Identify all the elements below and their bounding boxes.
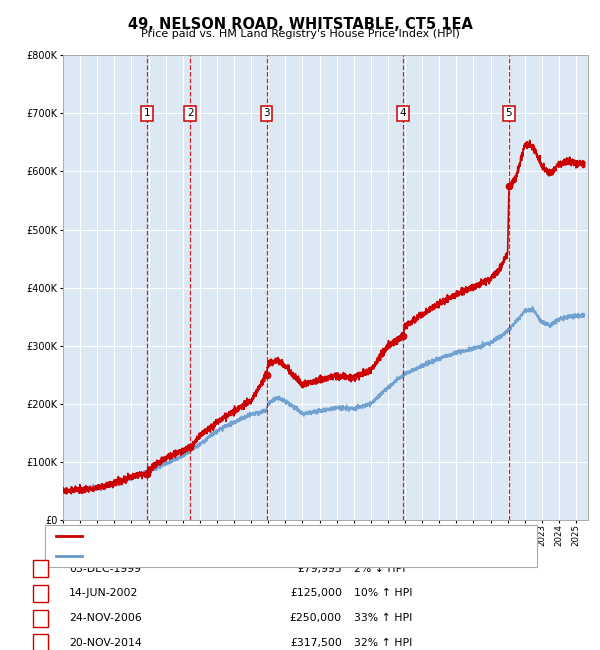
Text: 4: 4 [400, 109, 406, 118]
Text: 2: 2 [187, 109, 194, 118]
Text: 24-NOV-2006: 24-NOV-2006 [69, 613, 142, 623]
Text: Price paid vs. HM Land Registry's House Price Index (HPI): Price paid vs. HM Land Registry's House … [140, 29, 460, 39]
Text: 1: 1 [37, 564, 44, 574]
Text: 49, NELSON ROAD, WHITSTABLE, CT5 1EA: 49, NELSON ROAD, WHITSTABLE, CT5 1EA [128, 17, 472, 32]
Text: 03-DEC-1999: 03-DEC-1999 [69, 564, 141, 574]
Text: 5: 5 [506, 109, 512, 118]
Text: 20-NOV-2014: 20-NOV-2014 [69, 638, 142, 648]
Text: 33% ↑ HPI: 33% ↑ HPI [354, 613, 412, 623]
Text: 49, NELSON ROAD, WHITSTABLE, CT5 1EA (semi-detached house): 49, NELSON ROAD, WHITSTABLE, CT5 1EA (se… [86, 532, 414, 541]
Text: 2: 2 [37, 588, 44, 599]
Text: £125,000: £125,000 [290, 588, 342, 599]
Text: 10% ↑ HPI: 10% ↑ HPI [354, 588, 413, 599]
Text: 3: 3 [37, 613, 44, 623]
Text: £317,500: £317,500 [290, 638, 342, 648]
Text: 3: 3 [263, 109, 270, 118]
Text: HPI: Average price, semi-detached house, Canterbury: HPI: Average price, semi-detached house,… [86, 551, 354, 561]
Text: 4: 4 [37, 638, 44, 648]
Text: 32% ↑ HPI: 32% ↑ HPI [354, 638, 412, 648]
Text: £79,995: £79,995 [297, 564, 342, 574]
Text: 1: 1 [144, 109, 151, 118]
Text: £250,000: £250,000 [290, 613, 342, 623]
Text: 14-JUN-2002: 14-JUN-2002 [69, 588, 139, 599]
Text: 2% ↓ HPI: 2% ↓ HPI [354, 564, 406, 574]
